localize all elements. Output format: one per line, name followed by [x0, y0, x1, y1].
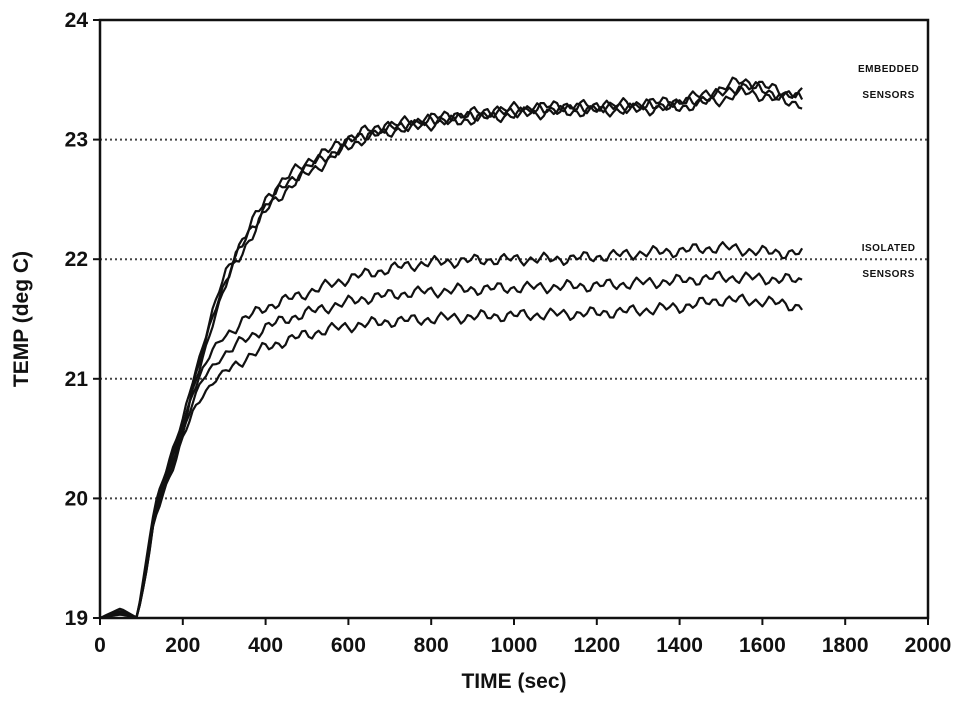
y-tick-label-22: 22: [65, 248, 88, 271]
x-tick-label-0: 0: [94, 634, 106, 657]
y-tick-label-21: 21: [65, 368, 89, 391]
annotations: EMBEDDED SENSORS ISOLATED SENSORS: [858, 64, 919, 280]
y-tick-label-20: 20: [65, 487, 88, 510]
series-line-embedded-3: [99, 85, 803, 620]
x-tick-label-1800: 1800: [822, 634, 869, 657]
annotation-label-2-2: SENSORS: [862, 269, 914, 280]
annotation-label-2-1: ISOLATED: [862, 243, 916, 254]
x-axis-title: TIME (sec): [461, 670, 566, 693]
axis-ticks: 0 200 400 600 800 1000 1200 1400 1600 1800 2000 19 2…: [65, 9, 952, 657]
x-tick-label-800: 800: [414, 634, 449, 657]
x-tick-label-200: 200: [165, 634, 200, 657]
annotation-label-1-1: EMBEDDED: [858, 64, 919, 75]
series-line-isolated-5: [99, 270, 803, 620]
annotation-label-1-2: SENSORS: [862, 90, 914, 101]
x-tick-label-1400: 1400: [656, 634, 703, 657]
series-line-isolated-6: [99, 293, 803, 620]
series-line-isolated-4: [99, 241, 804, 620]
x-tick-label-2000: 2000: [905, 634, 952, 657]
series-group: [99, 76, 804, 620]
x-tick-label-1000: 1000: [491, 634, 538, 657]
x-tick-label-600: 600: [331, 634, 366, 657]
y-tick-label-24: 24: [65, 9, 89, 32]
y-axis-title: TEMP (deg C): [10, 251, 33, 387]
plot-frame: [98, 18, 930, 620]
x-tick-label-1200: 1200: [573, 634, 620, 657]
x-tick-label-1600: 1600: [739, 634, 786, 657]
y-tick-label-23: 23: [65, 129, 88, 152]
y-tick-label-19: 19: [65, 607, 88, 630]
grid-lines: [100, 138, 928, 500]
x-tick-label-400: 400: [248, 634, 283, 657]
